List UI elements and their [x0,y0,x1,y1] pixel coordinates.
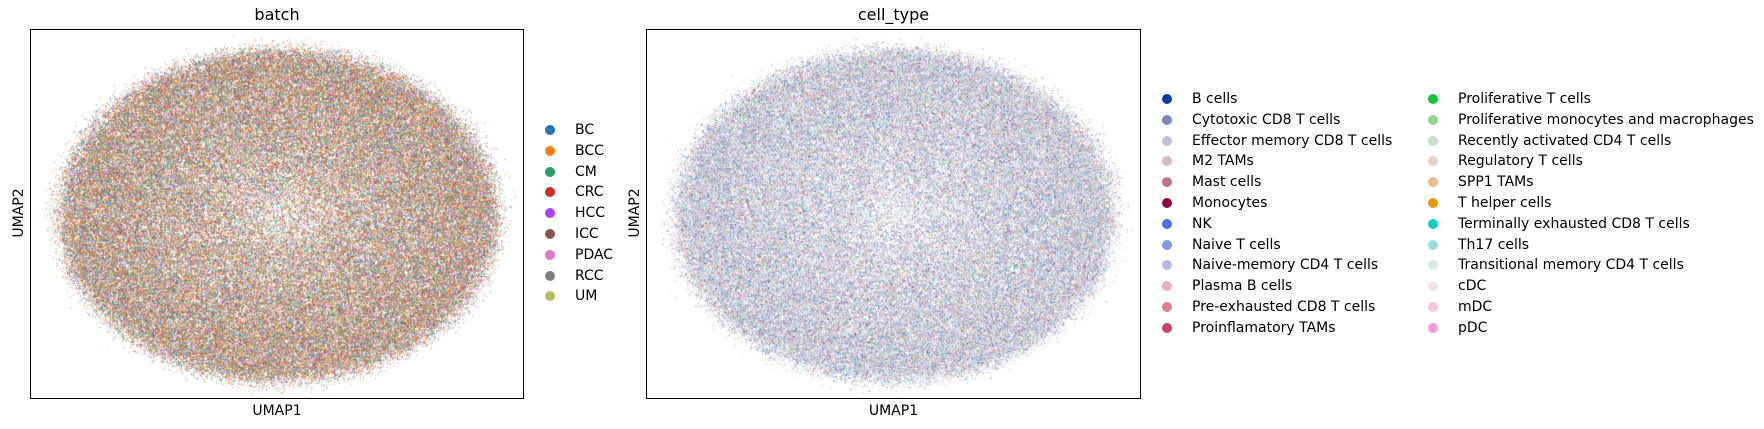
legend-marker [1428,177,1438,188]
legend-marker [1428,218,1438,229]
legend-label: B cells [1192,91,1238,107]
legend-marker [1428,322,1438,333]
legend-marker [1428,198,1438,208]
legend-label: HCC [575,205,606,222]
cell-type-y-axis-label: UMAP2 [627,188,643,238]
legend-label: ICC [575,226,599,242]
cell-type-plot-title: cell_type [857,5,930,24]
legend-marker [1428,239,1438,250]
legend-marker [545,166,555,177]
cell-type-legend: B cells Cytotoxic CD8 T cells Effector mem… [1162,89,1762,349]
legend-label: PDAC [575,246,614,263]
batch-scatter-plot [30,29,524,399]
legend-marker [1162,135,1172,146]
legend-marker [1162,218,1172,229]
batch-x-axis-label: UMAP1 [252,403,302,419]
legend-label: Monocytes [1192,195,1268,211]
legend-marker [1162,177,1172,188]
legend-marker [545,291,555,302]
legend-marker [1162,94,1172,104]
legend-label: Cytotoxic CD8 T cells [1192,111,1341,128]
legend-marker [545,229,555,239]
legend-marker [1162,198,1172,208]
legend-label: Pre-exhausted CD8 T cells [1192,299,1376,315]
batch-plot-title: batch [254,5,300,24]
batch-legend: BC BCC CM CRC HCC ICC PDAC RCC UM [545,120,645,310]
legend-marker [1162,322,1172,333]
legend-label: T helper cells [1458,195,1552,211]
legend-marker [1428,135,1438,146]
legend-label: Terminally exhausted CD8 T cells [1458,215,1690,232]
legend-label: mDC [1458,299,1493,315]
legend-label: Naive T cells [1192,236,1281,253]
cell-type-scatter-plot [646,29,1141,399]
legend-label: Proinflamatory TAMs [1192,319,1336,336]
legend-marker [545,125,555,135]
legend-label: pDC [1458,319,1488,336]
legend-label: Naive-memory CD4 T cells [1192,257,1379,274]
legend-marker [545,249,555,260]
legend-label: UM [575,288,598,305]
legend-label: Proliferative monocytes and macrophages [1458,111,1754,128]
legend-label: Plasma B cells [1192,278,1293,295]
legend-label: CM [575,163,597,180]
legend-marker [1162,156,1172,167]
batch-scatter-points [31,30,523,398]
legend-marker [1162,281,1172,292]
legend-label: Effector memory CD8 T cells [1192,132,1393,149]
legend-label: BC [575,122,595,138]
legend-marker [545,270,555,281]
legend-marker [1428,94,1438,104]
legend-label: Mast cells [1192,174,1262,191]
cell-type-scatter-points [647,30,1140,398]
legend-label: RCC [575,267,604,284]
legend-label: CRC [575,184,604,201]
legend-label: Transitional memory CD4 T cells [1458,257,1684,274]
legend-label: Proliferative T cells [1458,91,1591,107]
legend-marker [1428,156,1438,167]
batch-y-axis-label: UMAP2 [11,188,27,238]
legend-label: Recently activated CD4 T cells [1458,132,1672,149]
legend-marker [545,187,555,198]
legend-marker [1162,239,1172,250]
legend-label: Regulatory T cells [1458,153,1583,170]
legend-label: BCC [575,142,604,159]
legend-marker [1162,260,1172,271]
cell-type-x-axis-label: UMAP1 [868,403,919,419]
legend-marker [1428,114,1438,125]
legend-label: NK [1192,215,1212,232]
legend-marker [1428,302,1438,312]
legend-marker [545,145,555,156]
legend-label: SPP1 TAMs [1458,174,1534,191]
legend-label: Th17 cells [1458,236,1530,253]
legend-marker [1162,302,1172,312]
legend-marker [1162,114,1172,125]
legend-label: M2 TAMs [1192,153,1254,170]
legend-marker [1428,260,1438,271]
legend-marker [545,208,555,219]
legend-label: cDC [1458,278,1487,295]
legend-marker [1428,281,1438,292]
